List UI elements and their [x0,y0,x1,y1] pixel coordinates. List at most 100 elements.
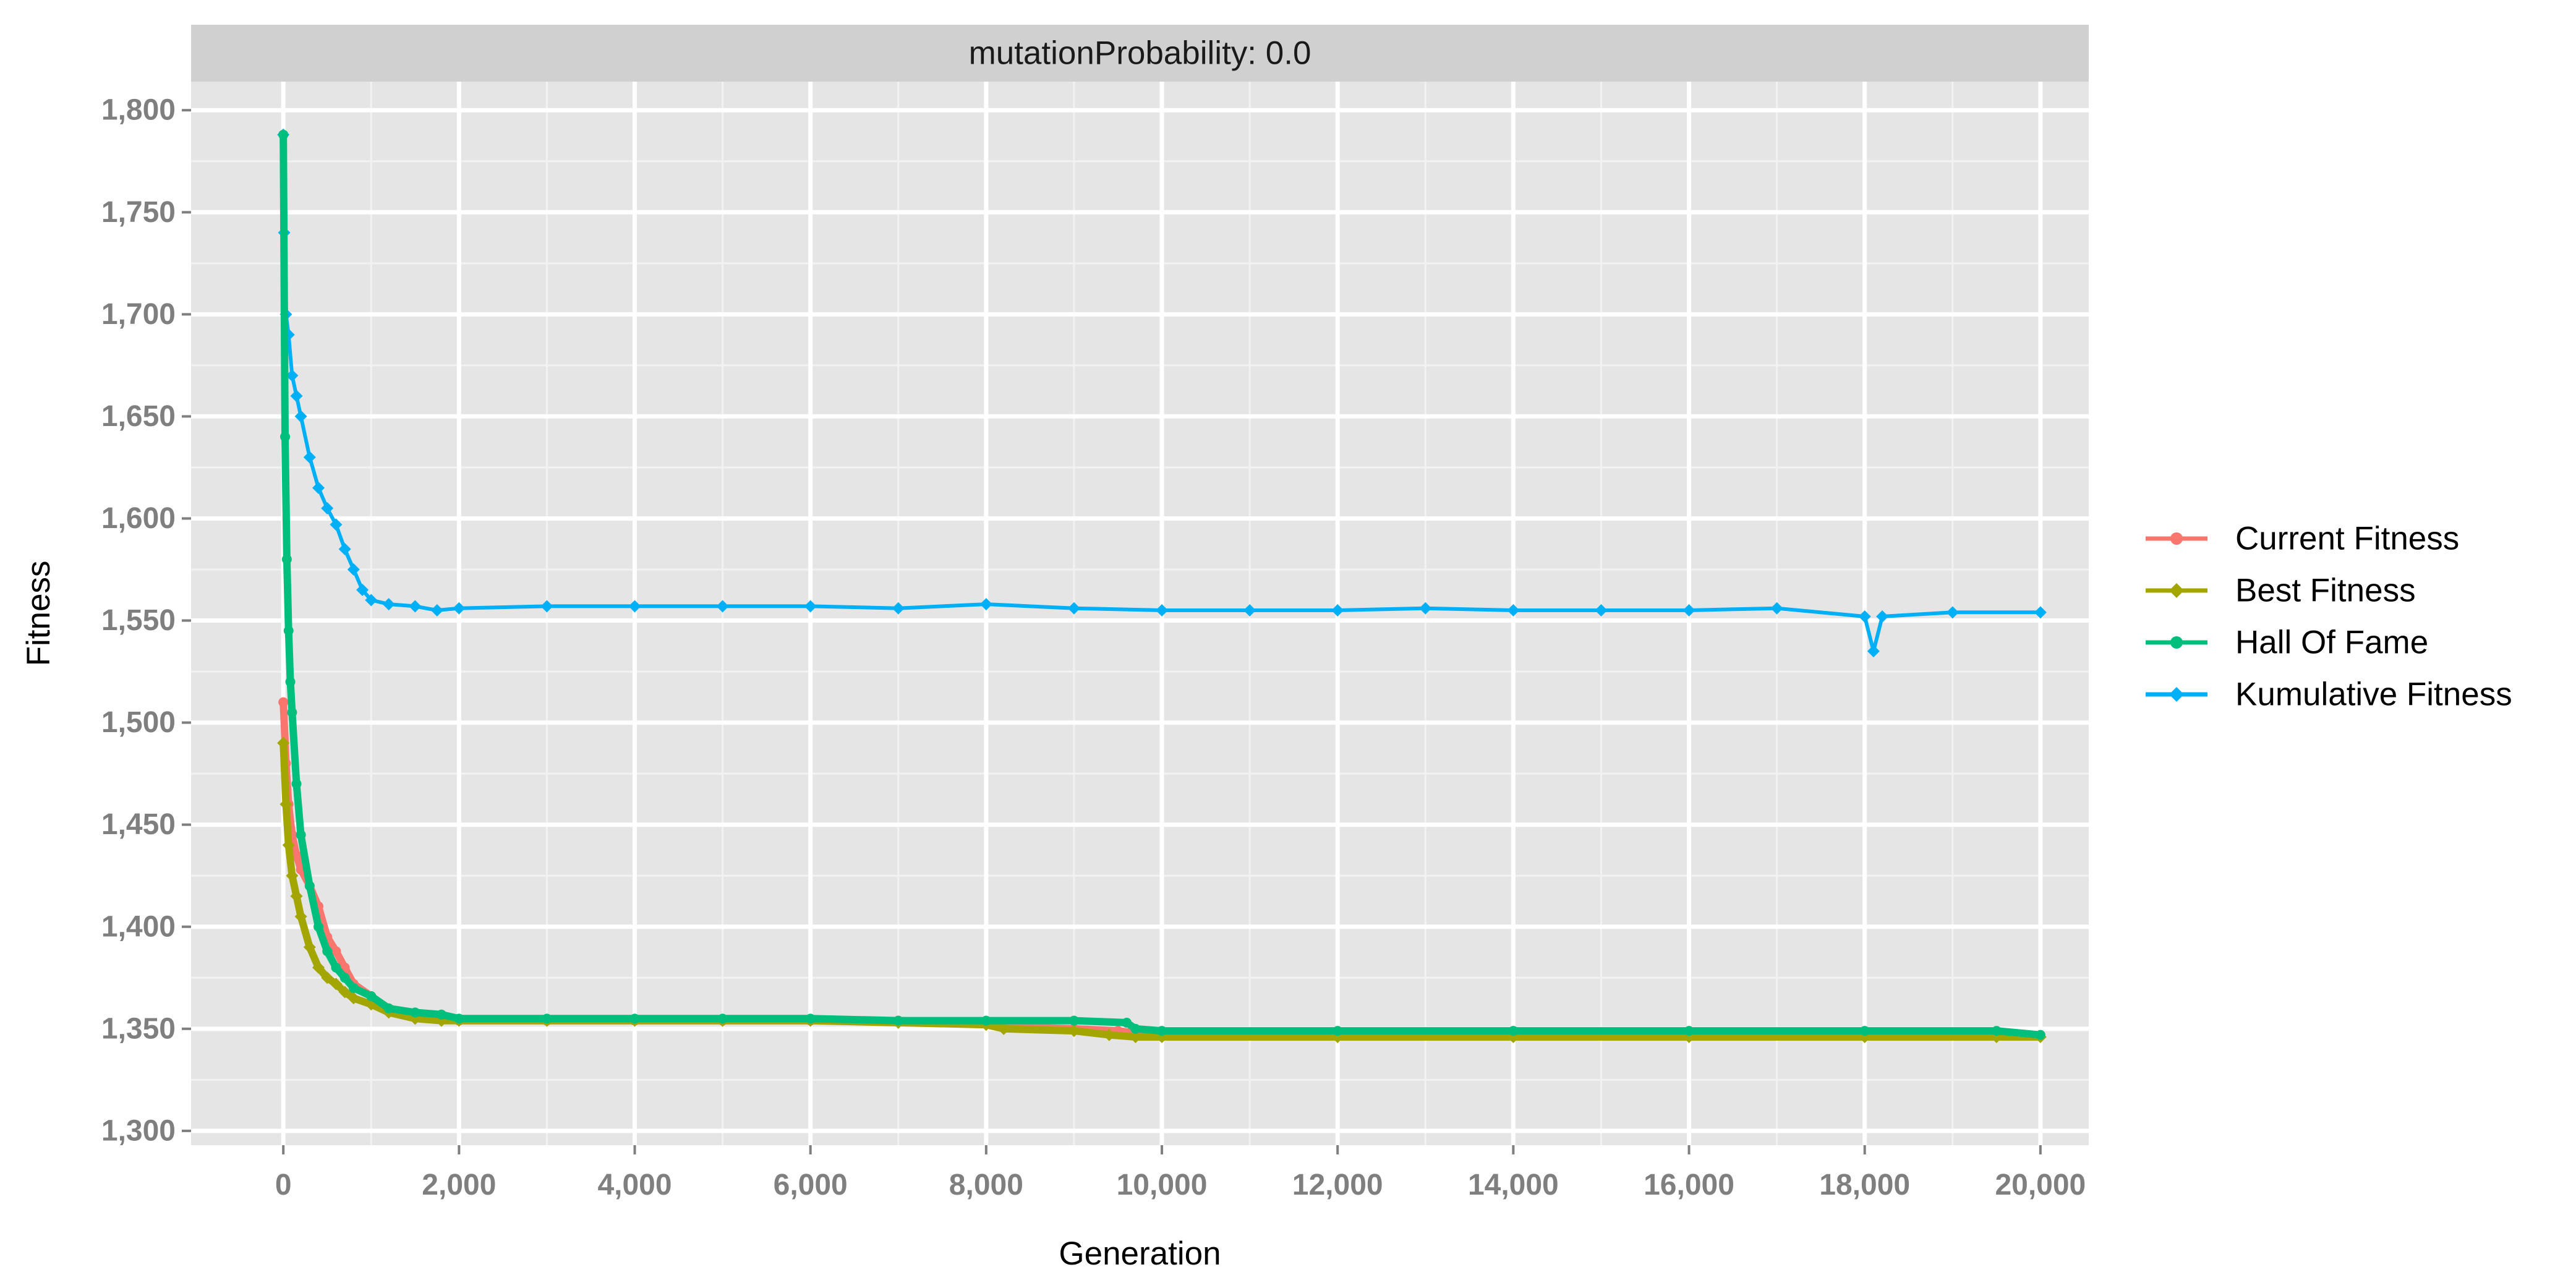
data-point [366,991,377,1002]
data-point [1770,602,1783,615]
y-tick-label: 1,550 [101,604,176,637]
data-point [321,501,334,514]
data-point [331,946,341,957]
x-tick-label: 12,000 [1292,1169,1383,1201]
series-hall-of-fame [278,129,2045,1040]
x-axis-ticks: 0 2,000 4,000 6,000 8,000 10,000 12,000 14,000 1… [275,1145,2086,1201]
facet-strip [191,25,2089,82]
data-point [1683,604,1695,617]
data-point [290,390,303,403]
data-point [322,946,333,957]
data-point [330,518,343,531]
data-point [1331,604,1344,617]
legend-label: Kumulative Fitness [2235,676,2512,713]
y-tick-label: 1,450 [101,808,176,841]
x-tick-label: 0 [275,1169,292,1201]
data-point [283,626,294,636]
legend-label: Hall Of Fame [2235,625,2428,661]
data-point [294,910,307,923]
data-point [1156,604,1169,617]
data-point [290,890,303,903]
data-point [1122,1017,1132,1028]
data-point [1243,604,1256,617]
data-point [1068,1015,1079,1026]
data-point [277,736,290,749]
plot-background [191,82,2089,1145]
data-point [356,584,369,597]
data-point [383,1003,394,1013]
data-point [410,1007,420,1018]
legend-key-marker [2170,532,2183,545]
y-tick-label: 1,650 [101,400,176,433]
legend-key-marker [2169,583,2184,598]
data-point [1859,1026,1870,1036]
data-point [281,554,292,565]
x-tick-label: 2,000 [422,1169,496,1201]
legend-key-marker [2169,687,2184,702]
data-point [2035,1030,2045,1040]
data-point [280,432,291,442]
data-point [430,604,443,617]
data-point [285,676,296,687]
data-point [278,697,289,707]
x-tick-label: 8,000 [949,1169,1023,1201]
data-point [1946,606,1959,619]
data-point [804,600,817,613]
data-point [365,594,378,607]
legend-label: Best Fitness [2235,573,2416,609]
data-point [1595,604,1608,617]
data-point [312,961,325,974]
y-tick-label: 1,500 [101,706,176,739]
data-point [348,983,359,993]
data-point [321,971,334,984]
legend-item: Current Fitness [2146,521,2459,557]
data-point [1102,1028,1115,1041]
data-point [1991,1026,2002,1036]
grid-lines [191,82,2089,1145]
x-tick-label: 16,000 [1644,1169,1734,1201]
y-tick-label: 1,600 [101,502,176,535]
y-tick-label: 1,750 [101,196,176,229]
data-point [1419,602,1432,615]
data-point [338,986,351,999]
data-point [286,369,299,382]
x-tick-label: 10,000 [1117,1169,1208,1201]
data-point [282,838,295,851]
data-point [542,1013,552,1024]
y-tick-label: 1,350 [101,1012,176,1045]
data-point [347,992,360,1005]
data-point [409,600,422,613]
y-tick-label: 1,400 [101,910,176,943]
data-point [294,410,307,423]
data-point [1867,645,1880,658]
data-point [1130,1023,1141,1034]
x-axis-title: Generation [1059,1235,1221,1272]
y-axis-ticks: 1,300 1,350 1,400 1,450 1,500 1,550 1,600 1,650… [101,94,191,1147]
data-point [1508,1026,1519,1036]
data-point [893,1015,903,1026]
y-tick-label: 1,700 [101,298,176,331]
x-tick-label: 14,000 [1468,1169,1559,1201]
legend-label: Current Fitness [2235,521,2459,557]
legend-key-marker [2170,636,2183,649]
legend: Current Fitness Best Fitness Hall Of Fame K… [2146,521,2512,713]
data-point [717,1013,728,1024]
data-point [287,707,297,718]
data-point [339,973,350,983]
data-point [304,881,315,891]
data-point [303,940,316,953]
data-point [330,978,343,991]
data-point [303,451,316,464]
data-point [1067,1025,1080,1038]
legend-item: Best Fitness [2146,573,2416,609]
data-point [1129,1031,1142,1044]
data-point [716,600,729,613]
data-point [338,543,351,556]
data-point [1876,610,1889,623]
x-tick-label: 4,000 [597,1169,672,1201]
y-tick-label: 1,300 [101,1114,176,1147]
series-layer [277,128,2047,1044]
data-point [1333,1026,1343,1036]
data-point [1684,1026,1694,1036]
